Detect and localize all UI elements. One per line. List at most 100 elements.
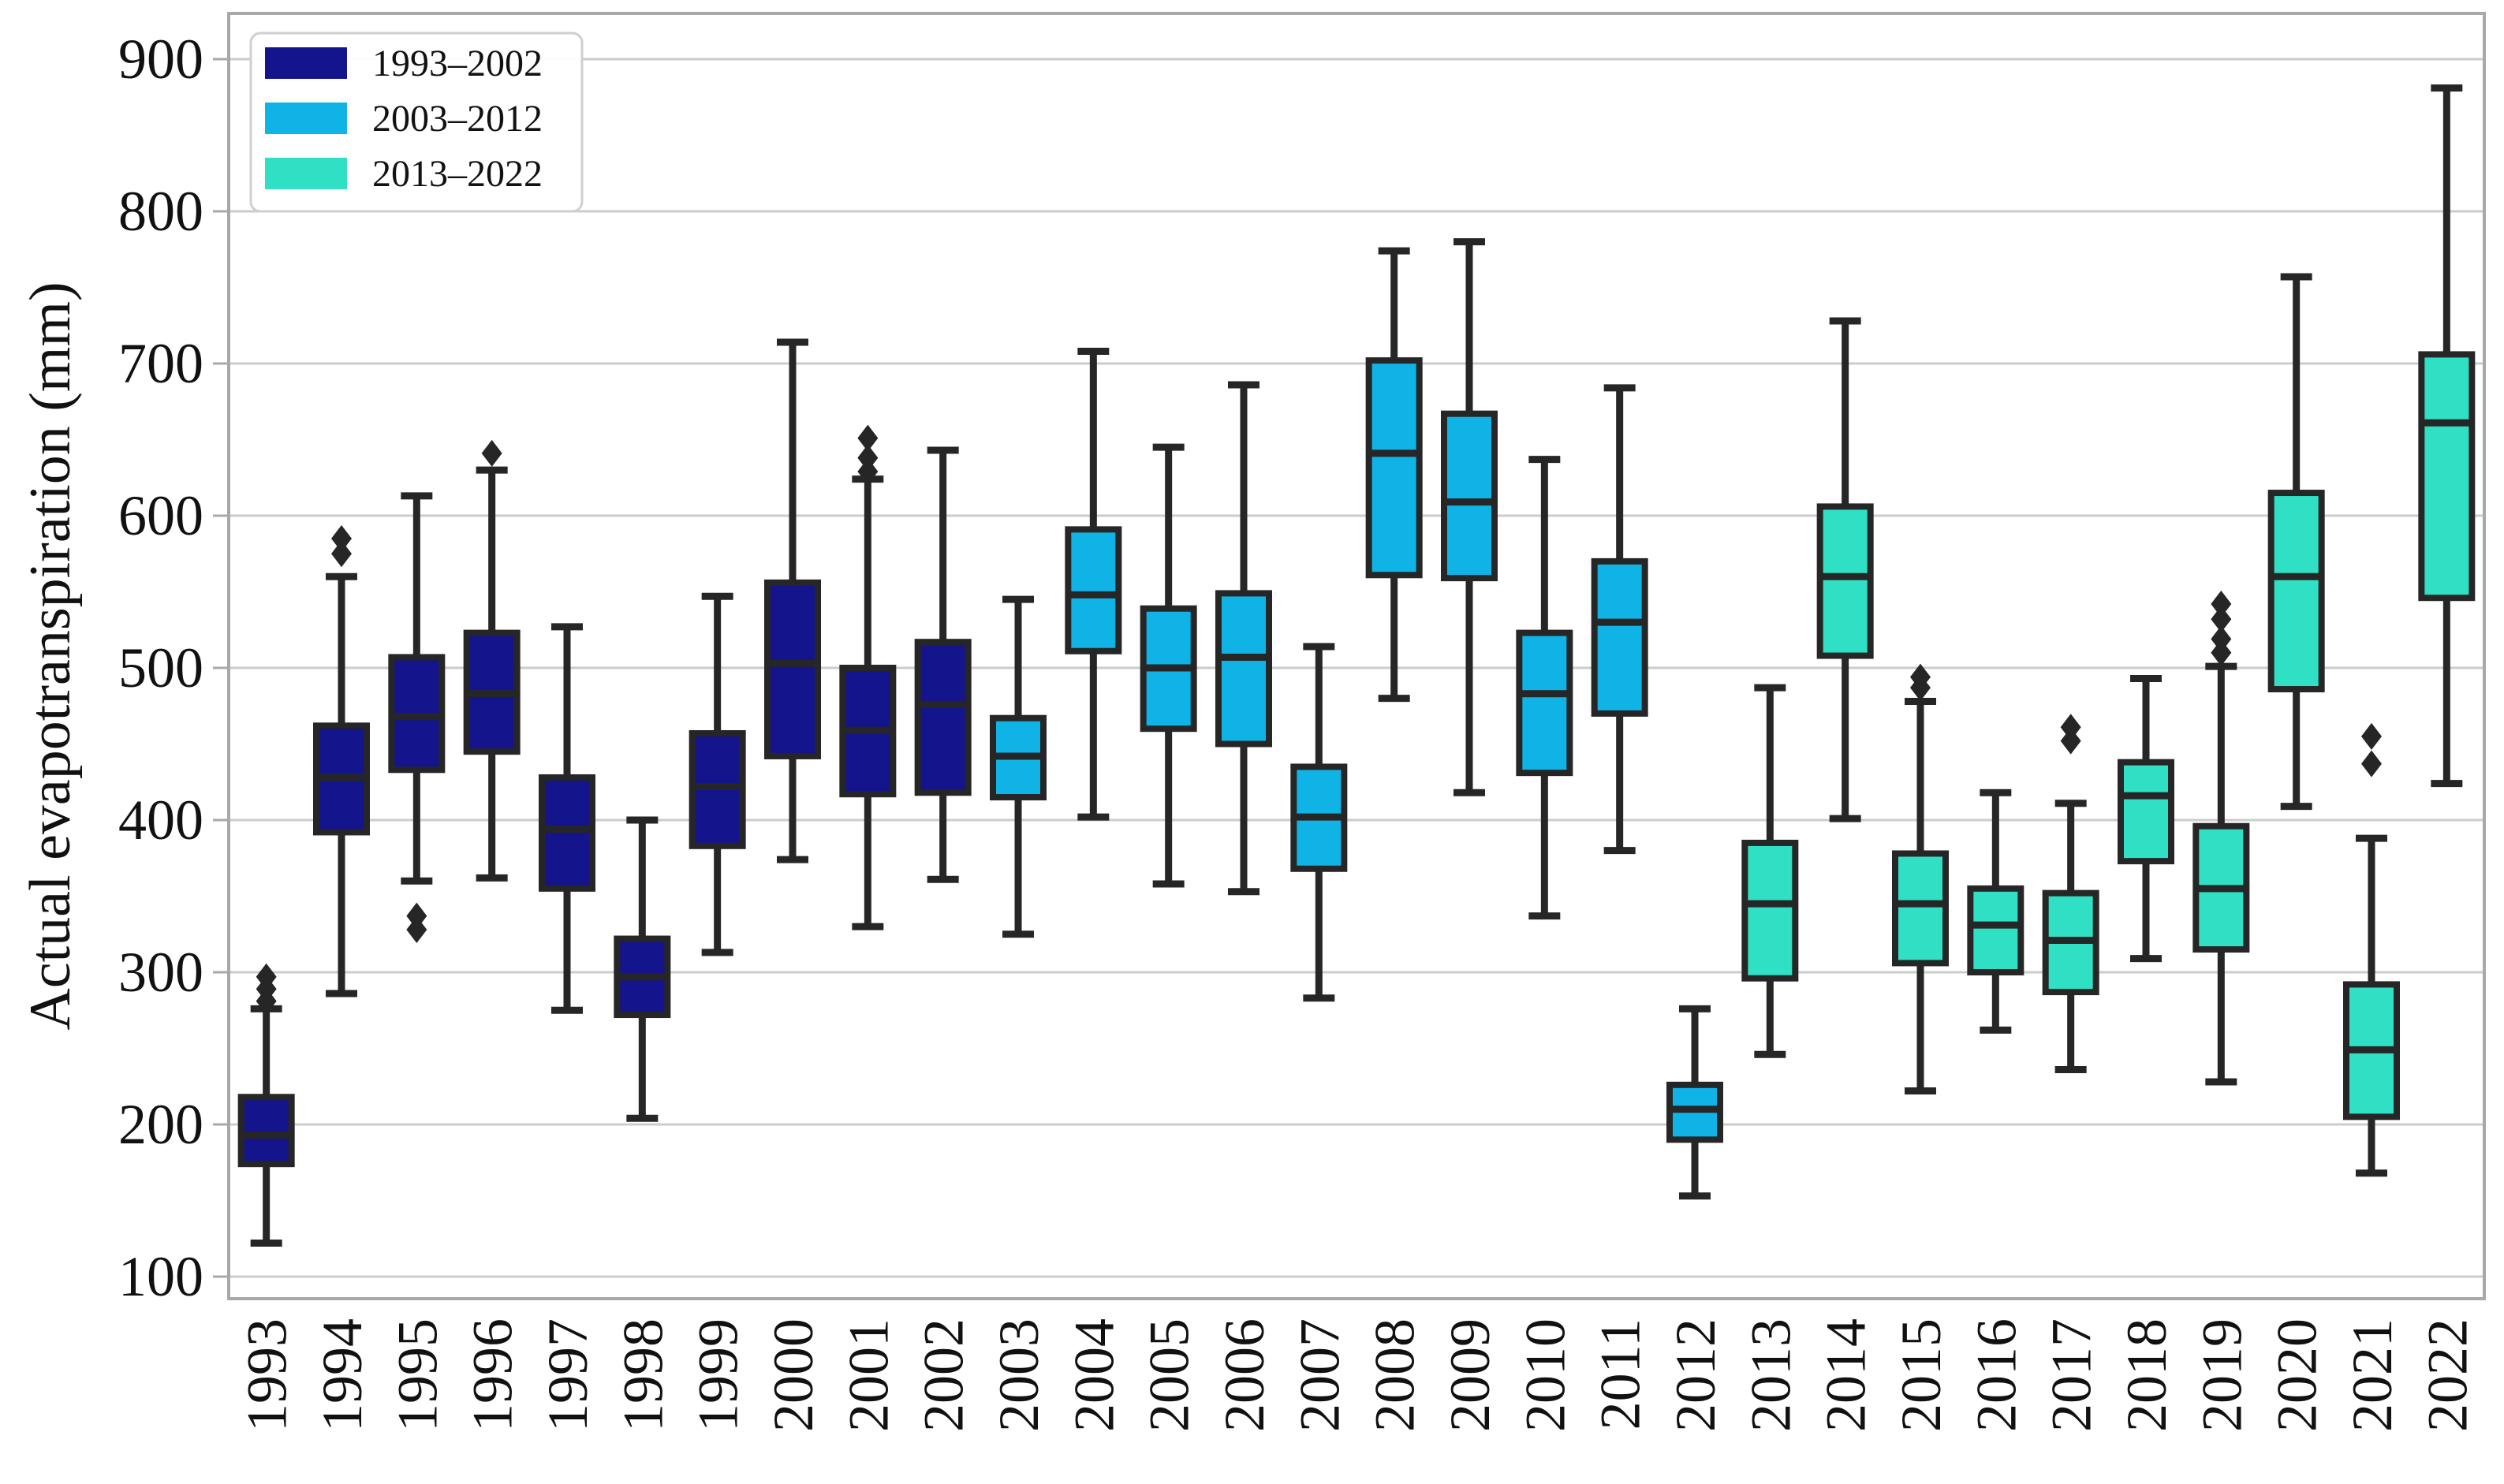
x-tick-label-2008: 2008 xyxy=(1364,1318,1427,1432)
outlier-diamond xyxy=(857,444,879,472)
x-tick-label-1994: 1994 xyxy=(311,1318,374,1432)
boxplot-2010 xyxy=(1516,456,1573,920)
boxplot-2015 xyxy=(1892,663,1949,1095)
x-tick-label-2000: 2000 xyxy=(762,1318,825,1432)
boxplot-2020 xyxy=(2267,273,2325,811)
box-iqr xyxy=(237,1094,295,1168)
outlier-diamond xyxy=(2211,590,2232,617)
boxplot-2004 xyxy=(1065,348,1122,821)
y-tick-label-200: 200 xyxy=(118,1093,203,1156)
plot-border xyxy=(227,12,2486,1300)
box-iqr xyxy=(764,579,821,759)
x-tick-label-2001: 2001 xyxy=(837,1318,900,1432)
box-iqr xyxy=(539,774,595,892)
legend-label-1: 2003–2012 xyxy=(372,98,543,140)
outlier-diamond xyxy=(481,439,502,467)
x-tick-label-2019: 2019 xyxy=(2190,1318,2253,1432)
boxplot-1995 xyxy=(388,492,446,943)
boxplot-1998 xyxy=(614,816,671,1122)
outlier-diamond xyxy=(2361,750,2382,777)
y-tick-label-600: 600 xyxy=(118,484,203,547)
y-axis-title: Actual evapotranspiration (mm) xyxy=(18,282,83,1030)
x-tick-label-2012: 2012 xyxy=(1664,1318,1727,1432)
boxplot-2008 xyxy=(1365,247,1423,703)
y-tick-label-700: 700 xyxy=(118,332,203,395)
x-tick-label-2002: 2002 xyxy=(912,1318,976,1432)
outlier-diamond xyxy=(331,540,352,568)
boxplot-2003 xyxy=(990,595,1047,938)
x-tick-label-1998: 1998 xyxy=(611,1318,674,1432)
x-tick-label-2007: 2007 xyxy=(1288,1318,1351,1432)
x-tick-label-1996: 1996 xyxy=(461,1318,524,1432)
boxplot-2012 xyxy=(1666,1005,1723,1200)
boxplot-2018 xyxy=(2118,675,2174,963)
boxplot-2014 xyxy=(1816,317,1874,822)
boxplot-2019 xyxy=(2192,590,2250,1086)
box-iqr xyxy=(1065,526,1122,654)
y-tick-label-100: 100 xyxy=(118,1245,203,1308)
y-tick-label-800: 800 xyxy=(118,180,203,243)
y-tick-label-300: 300 xyxy=(118,941,203,1004)
outlier-diamond xyxy=(857,458,879,486)
x-tick-label-2014: 2014 xyxy=(1815,1318,1878,1432)
box-iqr xyxy=(1441,410,1498,582)
x-tick-label-2013: 2013 xyxy=(1739,1318,1802,1432)
boxplot-2001 xyxy=(839,424,897,930)
boxplot-2021 xyxy=(2343,722,2400,1177)
boxplot-1999 xyxy=(689,592,746,956)
outlier-diamond xyxy=(406,902,427,930)
legend-swatch-0 xyxy=(265,47,347,79)
outlier-diamond xyxy=(2211,606,2232,633)
outlier-diamond xyxy=(857,424,879,452)
box-iqr xyxy=(1816,503,1874,659)
legend-label-0: 1993–2002 xyxy=(372,43,543,84)
boxplot-2016 xyxy=(1967,789,2024,1034)
boxplot-2011 xyxy=(1591,384,1648,855)
box-iqr xyxy=(1591,557,1648,717)
boxplot-1996 xyxy=(463,439,521,882)
outlier-diamond xyxy=(406,915,427,943)
box-iqr xyxy=(2118,759,2174,865)
boxplot-2017 xyxy=(2042,714,2099,1074)
legend-swatch-1 xyxy=(265,103,347,134)
x-tick-label-2004: 2004 xyxy=(1062,1318,1125,1432)
boxplot-1994 xyxy=(313,524,370,997)
box-iqr xyxy=(1516,629,1573,777)
x-tick-label-2003: 2003 xyxy=(987,1318,1050,1432)
x-tick-label-1995: 1995 xyxy=(386,1318,449,1432)
box-iqr xyxy=(2418,351,2476,602)
boxplot-2005 xyxy=(1140,443,1197,888)
box-iqr xyxy=(1741,839,1799,982)
outlier-diamond xyxy=(331,524,352,552)
outlier-diamond xyxy=(2211,639,2232,666)
boxplot-2013 xyxy=(1741,684,1799,1058)
x-tick-label-2021: 2021 xyxy=(2341,1318,2404,1432)
boxplot-1993 xyxy=(237,963,295,1247)
x-tick-label-2015: 2015 xyxy=(1890,1318,1953,1432)
boxplot-2006 xyxy=(1215,381,1272,896)
box-iqr xyxy=(1215,590,1272,748)
y-tick-label-500: 500 xyxy=(118,636,203,699)
x-tick-label-2009: 2009 xyxy=(1439,1318,1502,1432)
x-tick-label-2017: 2017 xyxy=(2040,1318,2103,1432)
boxplot-2022 xyxy=(2418,84,2476,788)
x-tick-label-2006: 2006 xyxy=(1213,1318,1276,1432)
outlier-diamond xyxy=(256,963,277,990)
boxplot-2007 xyxy=(1290,643,1348,1002)
legend-label-2: 2013–2022 xyxy=(372,153,543,195)
box-iqr xyxy=(914,639,972,796)
box-iqr xyxy=(1892,850,1949,967)
box-iqr xyxy=(1967,885,2024,975)
x-tick-label-2020: 2020 xyxy=(2266,1318,2329,1432)
boxplot-2000 xyxy=(764,338,821,863)
boxplot-1997 xyxy=(539,623,595,1014)
x-tick-label-2016: 2016 xyxy=(1965,1318,2028,1432)
x-tick-label-2005: 2005 xyxy=(1138,1318,1201,1432)
outlier-diamond xyxy=(1910,663,1931,691)
x-tick-label-2010: 2010 xyxy=(1513,1318,1577,1432)
x-tick-label-2022: 2022 xyxy=(2416,1318,2479,1432)
y-tick-label-400: 400 xyxy=(118,789,203,852)
x-tick-label-1993: 1993 xyxy=(236,1318,299,1432)
